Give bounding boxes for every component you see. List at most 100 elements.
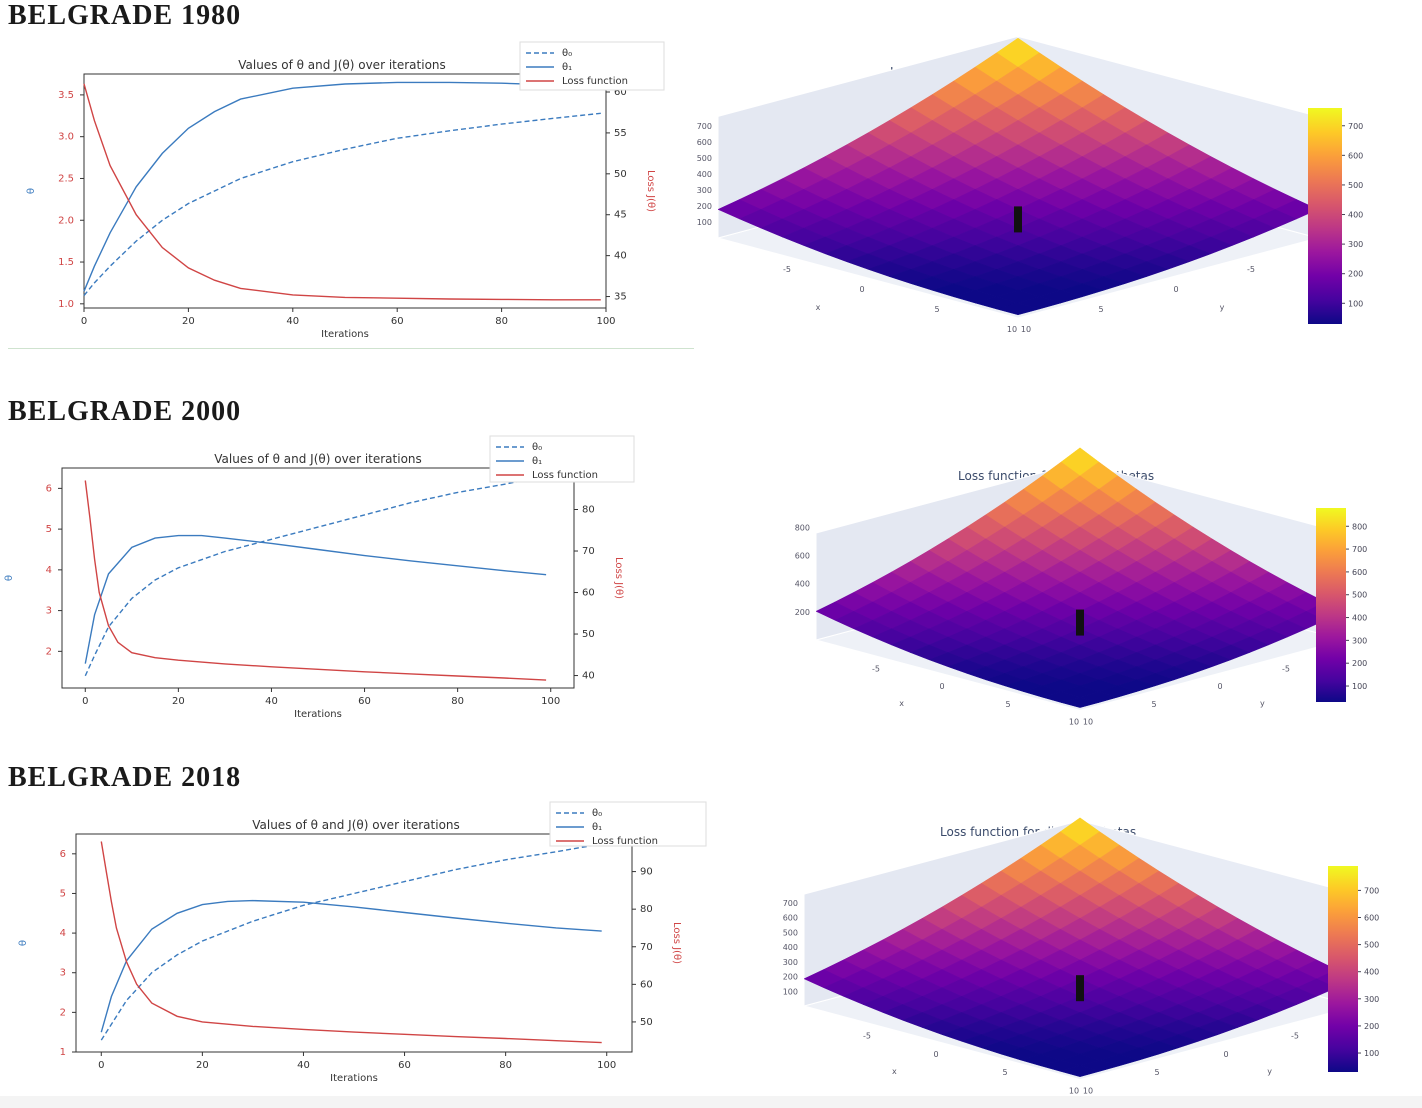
y-left-tick-label: 2.5	[58, 173, 74, 184]
surface-x-tick: 0	[933, 1050, 938, 1059]
y-right-tick-label: 35	[614, 292, 627, 303]
y-left-tick-label: 4	[60, 928, 66, 939]
colorbar	[1308, 108, 1342, 324]
colorbar-tick-label: 100	[1348, 299, 1363, 308]
y-left-tick-label: 2	[60, 1007, 66, 1018]
gradient-path-marker	[1014, 206, 1022, 233]
x-tick-label: 0	[82, 696, 88, 707]
legend: θ₀ θ₁ Loss function	[489, 435, 635, 483]
line-chart-2018: Values of θ and J(θ) over iterations 0 20 4…	[18, 801, 707, 1084]
x-tick-label: 20	[172, 696, 185, 707]
y-left-tick-label: 3	[46, 606, 52, 617]
y-left-tick-label: 5	[46, 524, 52, 535]
surface-y-tick: 0	[1223, 1050, 1228, 1059]
y-right-tick-label: 40	[614, 251, 627, 262]
colorbar-tick-label: 700	[1348, 122, 1363, 131]
surface-z-tick: 200	[783, 973, 798, 982]
colorbar-tick-label: 100	[1352, 682, 1367, 691]
series-line	[84, 475, 547, 677]
y-left-axis-label: θ	[18, 940, 29, 946]
colorbar	[1316, 508, 1346, 702]
series-line	[100, 843, 602, 1041]
y-left-tick-label: 1.5	[58, 257, 74, 268]
surface-x-label: x	[816, 303, 821, 312]
plot-frame	[75, 833, 633, 1053]
surface-y-tick: 10	[1083, 717, 1093, 726]
gradient-path-marker	[1076, 975, 1084, 1002]
y-right-axis-label: Loss J(θ)	[613, 557, 624, 599]
gradient-path-marker	[1076, 609, 1084, 636]
surface-x-tick: 10	[1069, 717, 1079, 726]
y-right-tick-label: 50	[582, 629, 595, 640]
surface-y-tick: 10	[1083, 1087, 1093, 1096]
series-line	[83, 83, 601, 301]
y-right-axis-label: Loss J(θ)	[645, 170, 656, 212]
section-divider	[8, 348, 694, 349]
surface-y-label: y	[1267, 1067, 1272, 1076]
surface-z-tick: 600	[795, 552, 810, 561]
chart-title: Values of θ and J(θ) over iterations	[238, 58, 446, 72]
x-tick-label: 40	[286, 316, 299, 327]
surface-z-tick: 100	[783, 987, 798, 996]
surface-mesh	[815, 447, 1345, 708]
x-axis-label: Iterations	[321, 329, 369, 340]
surface-z-tick: 200	[795, 608, 810, 617]
x-tick-label: 100	[541, 696, 560, 707]
surface-mesh	[803, 817, 1357, 1077]
surface-mesh	[717, 37, 1319, 316]
legend: θ₀ θ₁ Loss function	[549, 801, 707, 847]
y-left-tick-label: 3.0	[58, 132, 74, 143]
y-left-tick-label: 1	[60, 1047, 66, 1058]
chart-title: Values of θ and J(θ) over iterations	[214, 452, 422, 466]
x-tick-label: 0	[98, 1060, 104, 1071]
legend-label: θ₁	[532, 456, 542, 467]
section-title-2000: BELGRADE 2000	[8, 396, 242, 427]
colorbar-tick-label: 500	[1364, 941, 1379, 950]
y-left-tick-label: 3	[60, 968, 66, 979]
surface-y-tick: 0	[1173, 285, 1178, 294]
y-left-tick-label: 2.0	[58, 215, 74, 226]
x-tick-label: 20	[196, 1060, 209, 1071]
legend-label: Loss function	[532, 470, 598, 481]
legend-label: θ₀	[592, 808, 602, 819]
chart-title: Values of θ and J(θ) over iterations	[252, 818, 460, 832]
y-right-tick-label: 45	[614, 210, 627, 221]
x-tick-label: 80	[499, 1060, 512, 1071]
surface-y-tick: -5	[1282, 665, 1290, 674]
x-tick-label: 80	[451, 696, 464, 707]
x-tick-label: 100	[596, 316, 615, 327]
colorbar-tick-label: 600	[1364, 914, 1379, 923]
surface-y-tick: -5	[1247, 265, 1255, 274]
legend-label: θ₀	[562, 48, 572, 59]
surface-x-tick: 5	[1002, 1068, 1007, 1077]
colorbar-tick-label: 500	[1352, 591, 1367, 600]
surface-z-tick: 400	[783, 943, 798, 952]
surface-z-tick: 700	[697, 122, 712, 131]
y-left-tick-label: 2	[46, 646, 52, 657]
surface-z-tick: 600	[783, 914, 798, 923]
surface-cell	[1060, 696, 1100, 708]
surface-y-label: y	[1260, 699, 1265, 708]
series-line	[83, 81, 601, 292]
y-left-tick-label: 6	[60, 849, 66, 860]
y-right-tick-label: 60	[640, 979, 653, 990]
surface-z-tick: 500	[697, 154, 712, 163]
series-line	[83, 112, 601, 296]
colorbar-tick-label: 200	[1348, 270, 1363, 279]
surface-z-tick: 500	[783, 928, 798, 937]
surface-x-tick: -5	[872, 665, 880, 674]
x-tick-label: 80	[495, 316, 508, 327]
legend-box	[549, 801, 707, 847]
colorbar-tick-label: 300	[1352, 636, 1367, 645]
y-right-tick-label: 80	[640, 904, 653, 915]
surface-x-label: x	[892, 1067, 897, 1076]
colorbar-tick-label: 400	[1348, 211, 1363, 220]
legend-label: Loss function	[562, 76, 628, 87]
y-left-axis-label: θ	[26, 188, 37, 194]
x-axis-label: Iterations	[294, 709, 342, 720]
y-right-tick-label: 40	[582, 671, 595, 682]
surface-x-tick: 10	[1007, 325, 1017, 334]
surface-x-tick: 5	[1005, 700, 1010, 709]
colorbar-tick-label: 400	[1352, 614, 1367, 623]
x-tick-label: 40	[297, 1060, 310, 1071]
